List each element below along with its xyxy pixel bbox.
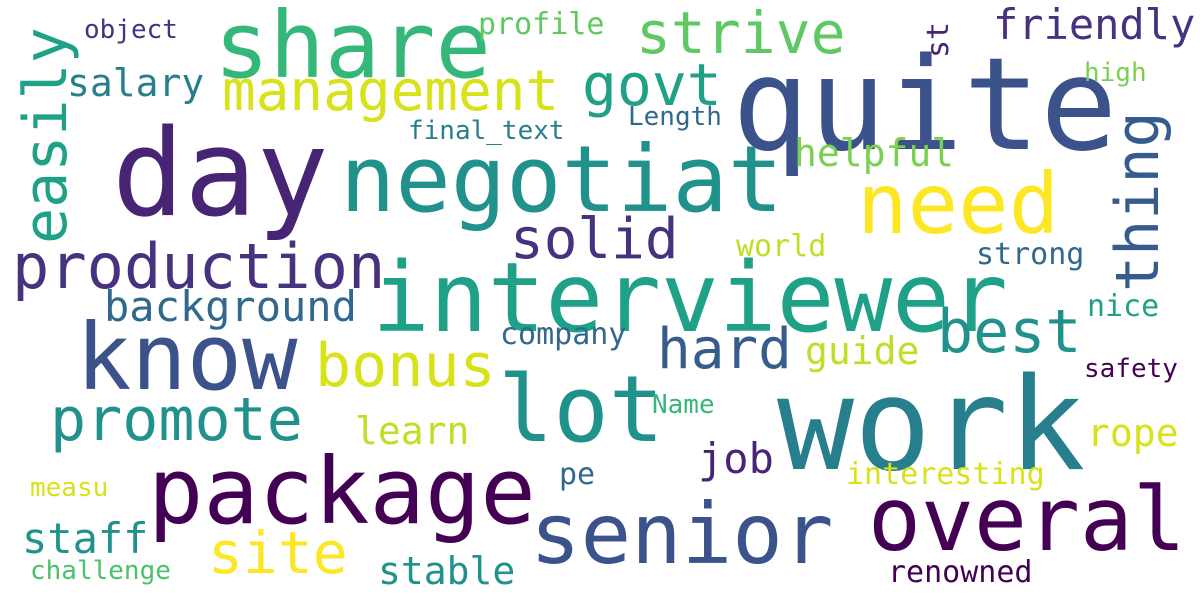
word-quite: quite	[732, 31, 1118, 180]
word-promote: promote	[50, 385, 303, 455]
word-learn: learn	[355, 409, 470, 453]
word-profile: profile	[478, 7, 605, 42]
word-st: st	[921, 21, 956, 58]
word-interesting: interesting	[846, 457, 1045, 492]
word-rope: rope	[1087, 411, 1179, 455]
word-interviewer: interviewer	[372, 242, 1008, 354]
word-pe: pe	[559, 457, 596, 492]
word-hard: hard	[657, 317, 792, 382]
word-length: Length	[628, 102, 722, 132]
word-easily: easily	[11, 27, 81, 244]
word-share: share	[214, 0, 491, 99]
word-know: know	[76, 304, 298, 411]
word-day: day	[112, 105, 329, 244]
word-salary: salary	[67, 61, 205, 105]
word-background: background	[104, 282, 357, 331]
word-object: object	[84, 15, 178, 45]
word-friendly: friendly	[993, 0, 1196, 49]
word-challenge: challenge	[30, 556, 171, 586]
word-name: Name	[652, 390, 715, 420]
word-govt: govt	[582, 51, 722, 119]
word-renowned: renowned	[888, 555, 1033, 590]
word-bonus: bonus	[315, 331, 496, 401]
word-production: production	[12, 230, 386, 303]
word-guide: guide	[805, 329, 920, 373]
word-strive: strive	[636, 0, 846, 67]
word-package: package	[148, 438, 536, 545]
word-thing: thing	[1103, 111, 1173, 292]
word-staff: staff	[22, 514, 149, 563]
word-solid: solid	[510, 207, 679, 272]
word-overal: overal	[868, 468, 1186, 571]
word-world: world	[736, 229, 827, 264]
word-work: work	[777, 351, 1086, 500]
word-need: need	[857, 155, 1060, 253]
word-helpful: helpful	[794, 131, 955, 175]
word-site: site	[208, 519, 348, 587]
word-management: management	[222, 59, 560, 124]
word-safety: safety	[1084, 354, 1178, 384]
word-negotiat: negotiat	[340, 126, 784, 233]
word-nice: nice	[1087, 289, 1160, 324]
word-lot: lot	[498, 356, 665, 463]
word-stable: stable	[378, 549, 516, 593]
word-job: job	[698, 434, 774, 483]
word-final-text: final_text	[408, 116, 565, 146]
word-best: best	[937, 297, 1082, 367]
word-measu: measu	[30, 473, 109, 503]
word-strong: strong	[976, 237, 1085, 272]
word-senior: senior	[530, 485, 834, 583]
word-company: company	[500, 317, 627, 352]
word-high: high	[1084, 58, 1147, 88]
